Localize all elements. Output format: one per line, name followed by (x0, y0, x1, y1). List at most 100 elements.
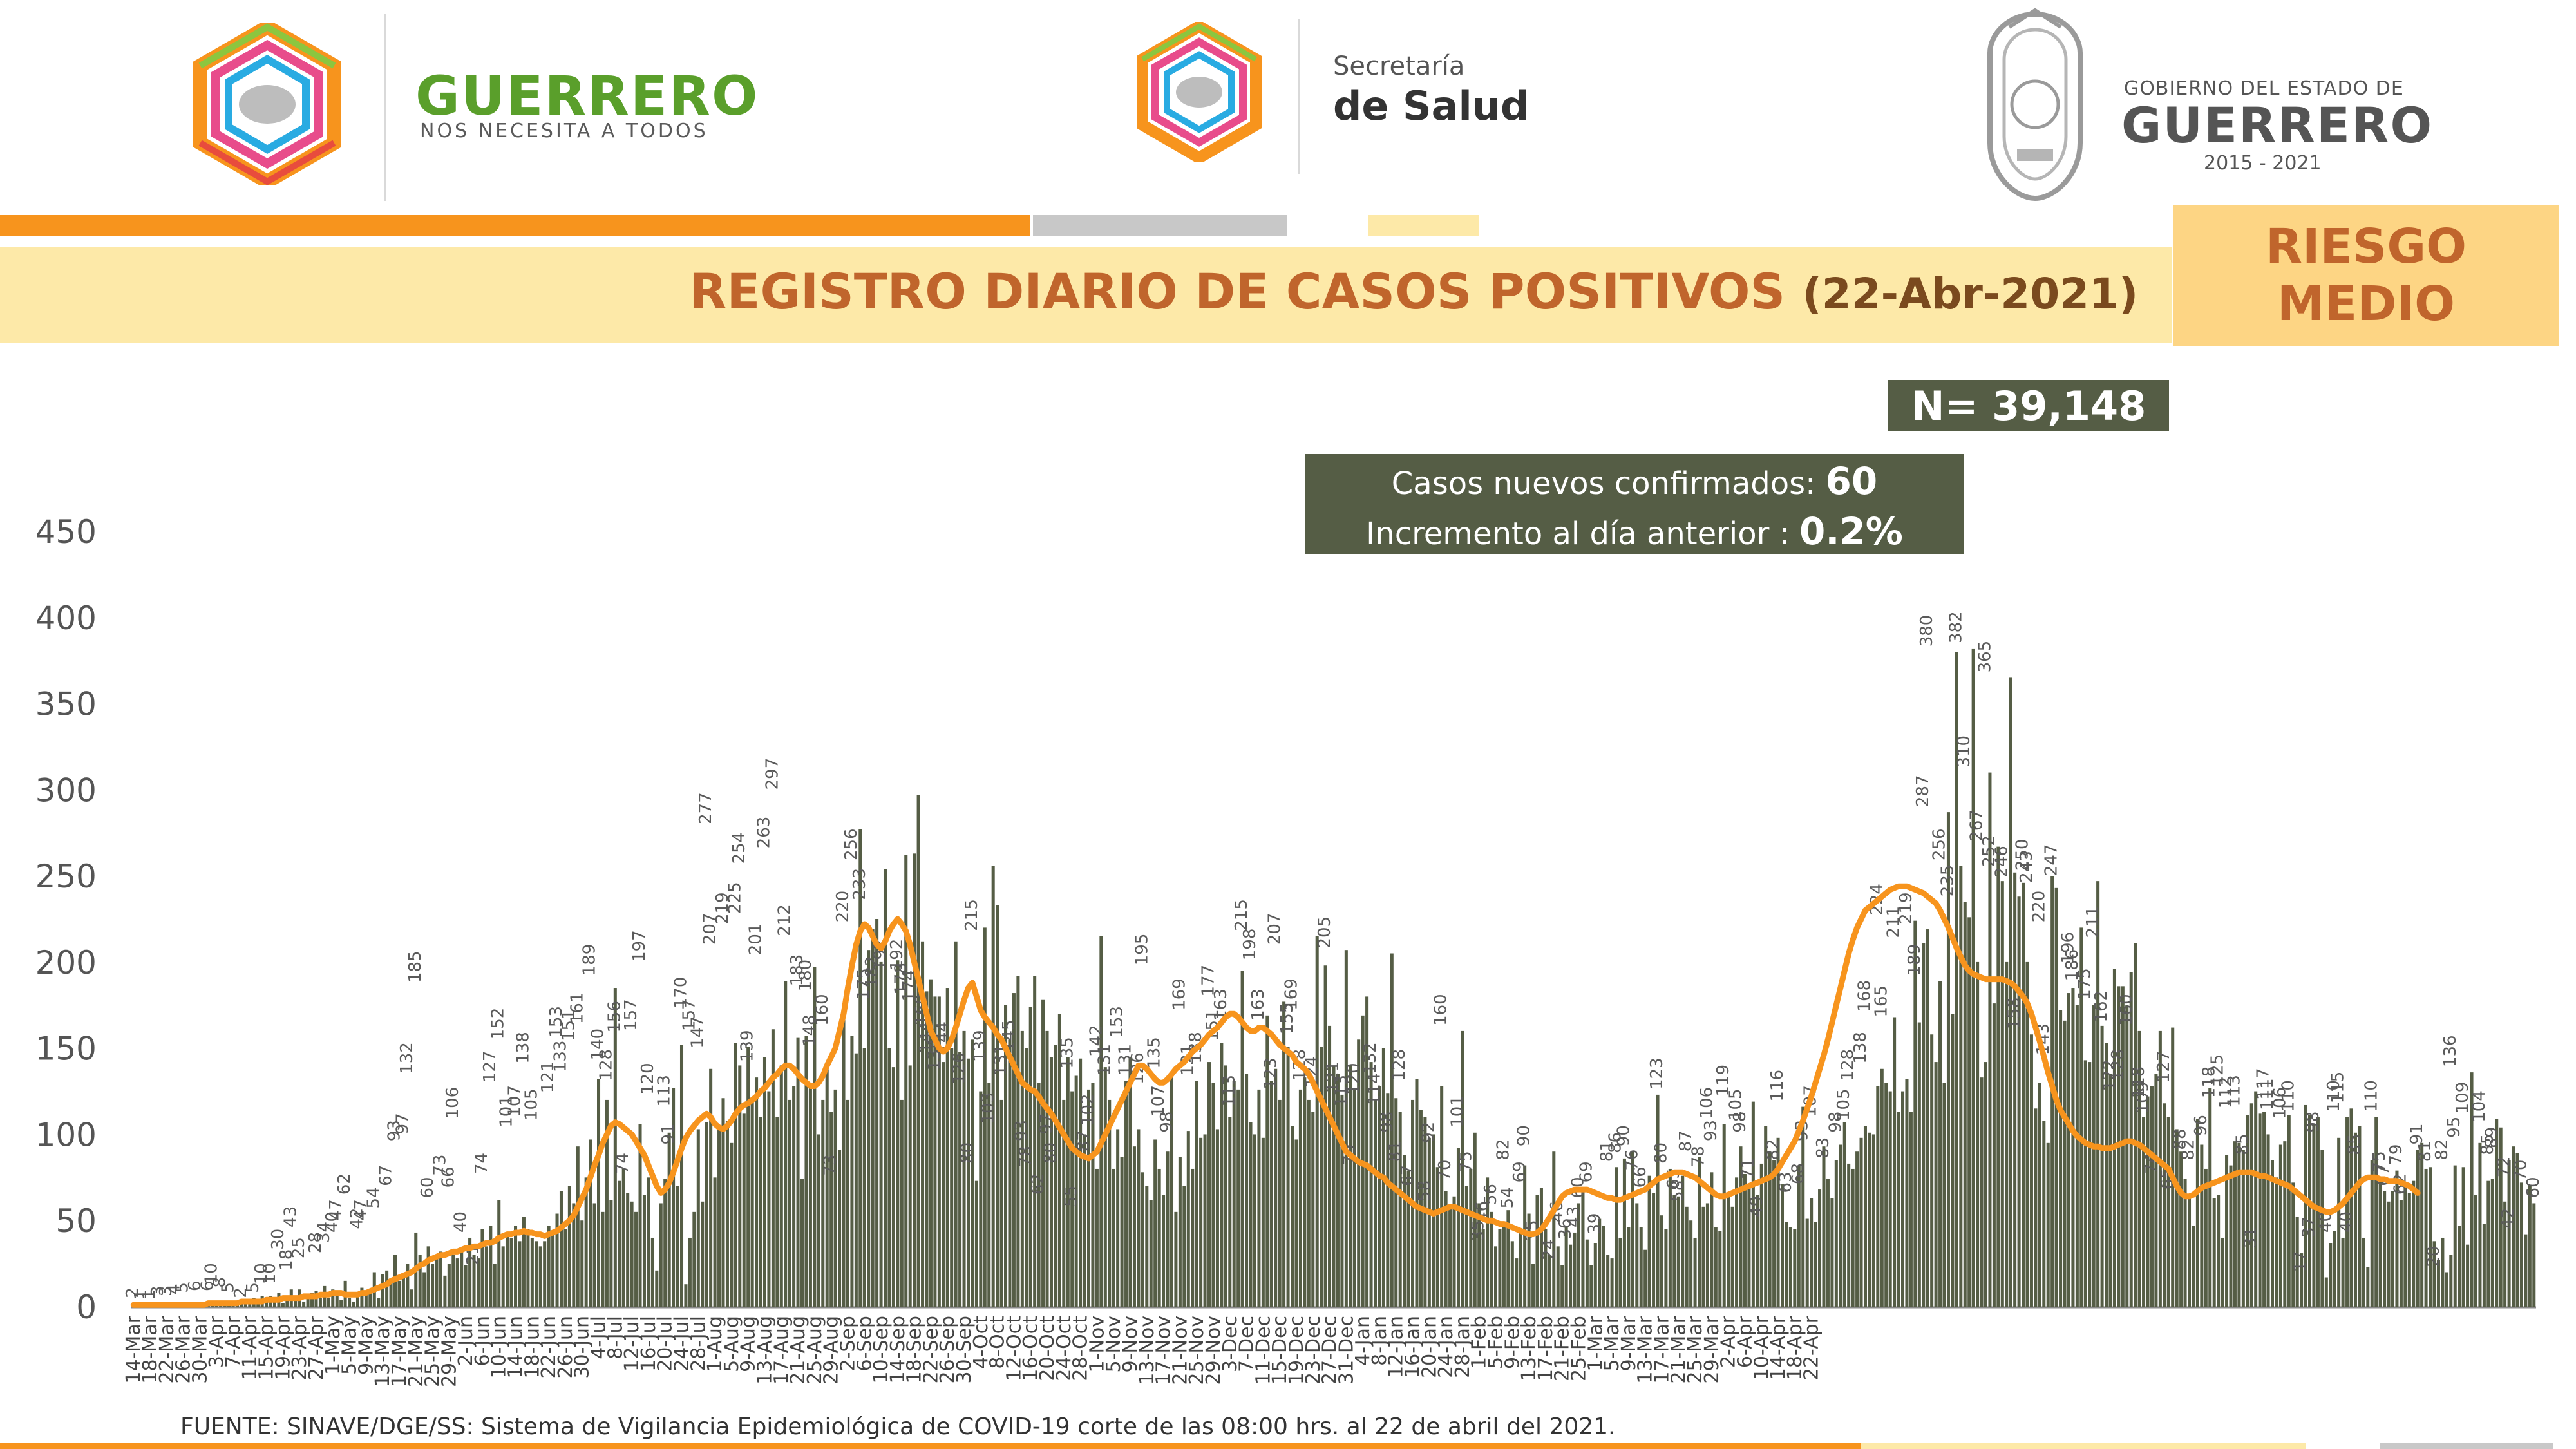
data-label: 277 (696, 792, 715, 824)
bar (1515, 1258, 1519, 1307)
bar (908, 1065, 912, 1307)
data-label: 189 (580, 944, 600, 976)
data-label: 247 (2042, 844, 2061, 876)
bar (2519, 1182, 2523, 1307)
bar (484, 1246, 488, 1307)
bar (1245, 1074, 1249, 1307)
bar (1016, 976, 1020, 1307)
bar (2071, 988, 2075, 1307)
data-label: 42 (2499, 1208, 2518, 1229)
bar (1344, 950, 1348, 1307)
x-tick-label: 5-Aug (721, 1316, 743, 1372)
bar (1668, 1168, 1672, 1307)
x-tick-label: 5-Nov (1103, 1316, 1125, 1372)
data-label: 81 (1386, 1141, 1405, 1162)
data-label: 243 (2017, 851, 2036, 883)
data-label: 82 (1493, 1139, 1513, 1160)
bar (2387, 1201, 2391, 1307)
bar (1938, 981, 1942, 1307)
data-label: 106 (443, 1087, 462, 1119)
x-tick-label: 9-Feb (1501, 1316, 1524, 1369)
bar (2200, 1144, 2204, 1307)
bar (679, 1045, 684, 1307)
data-label: 113 (1332, 1075, 1351, 1107)
bar (1984, 1062, 1988, 1307)
bar (1120, 1157, 1124, 1307)
bar (1689, 1220, 1693, 1307)
bar (1577, 1203, 1581, 1307)
data-label: 153 (547, 1006, 566, 1038)
bar (1602, 1226, 1605, 1307)
x-tick-label: 21-May (405, 1316, 428, 1387)
bar (1610, 1258, 1614, 1307)
x-tick-label: 14-Jun (505, 1316, 527, 1379)
bar (2249, 1103, 2253, 1307)
data-label: 63 (1776, 1171, 1795, 1193)
bar (638, 1124, 642, 1307)
data-label: 192 (887, 939, 907, 971)
data-label: 135 (1057, 1037, 1077, 1069)
bar (1182, 1186, 1186, 1307)
bar (2304, 1104, 2307, 1307)
bar (688, 1237, 692, 1307)
data-label: 382 (1946, 611, 1965, 643)
x-tick-label: 29-Mar (1701, 1315, 1723, 1383)
data-label: 76 (1622, 1150, 1642, 1171)
bar (1170, 1074, 1174, 1307)
bar (1490, 1211, 1493, 1307)
bar (1722, 1124, 1726, 1307)
x-tick-label: 14-Apr (1767, 1315, 1790, 1380)
bar (2429, 1167, 2432, 1307)
bar (1012, 993, 1016, 1307)
bar (348, 1298, 352, 1307)
bar (1976, 961, 1980, 1307)
data-label: 116 (1768, 1070, 1787, 1102)
bar (1876, 1086, 1880, 1307)
data-label: 107 (1149, 1085, 1168, 1117)
x-tick-label: 17-Mar (1651, 1315, 1673, 1383)
bar (1830, 1198, 1834, 1307)
bar (2096, 881, 2100, 1307)
bar (1701, 1206, 1705, 1307)
data-label: 81 (2416, 1141, 2435, 1162)
bar (2391, 1191, 2395, 1307)
data-label: 201 (746, 923, 766, 956)
x-tick-label: 28-Jan (1452, 1316, 1474, 1378)
bar (1801, 1106, 1805, 1307)
data-label: 127 (480, 1051, 500, 1083)
bar (1759, 1163, 1763, 1307)
bar (1909, 1112, 1913, 1307)
bar (1897, 1112, 1900, 1307)
data-label: 96 (2192, 1115, 2211, 1136)
bar (1340, 1094, 1344, 1307)
data-label: 98 (1730, 1112, 1750, 1133)
bar (1033, 976, 1037, 1307)
bar (364, 1291, 368, 1307)
bar (1606, 1255, 1610, 1307)
bar (1810, 1198, 1814, 1307)
bar (900, 1099, 904, 1307)
bar (2212, 1198, 2216, 1307)
y-tick-label: 0 (76, 1289, 97, 1326)
bar (871, 929, 875, 1307)
data-label: 17 (2291, 1251, 2311, 1272)
bar (1893, 1017, 1897, 1307)
bar (389, 1279, 393, 1307)
bar (1681, 1175, 1685, 1307)
bar (1028, 1007, 1032, 1307)
bar (601, 1211, 605, 1307)
data-label: 55 (1062, 1186, 1081, 1207)
bar (1980, 1077, 1984, 1307)
bar (1477, 1203, 1481, 1307)
bar (833, 1089, 837, 1307)
bar (2441, 1237, 2445, 1307)
x-tick-label: 2-Sep (837, 1316, 859, 1371)
bar (2022, 882, 2025, 1307)
bar (2524, 1234, 2528, 1307)
data-label: 126 (950, 1052, 969, 1084)
bar (2532, 1203, 2536, 1307)
bar (360, 1287, 364, 1307)
bar (1041, 999, 1045, 1307)
data-label: 10 (202, 1263, 222, 1284)
bar (1955, 652, 1958, 1307)
